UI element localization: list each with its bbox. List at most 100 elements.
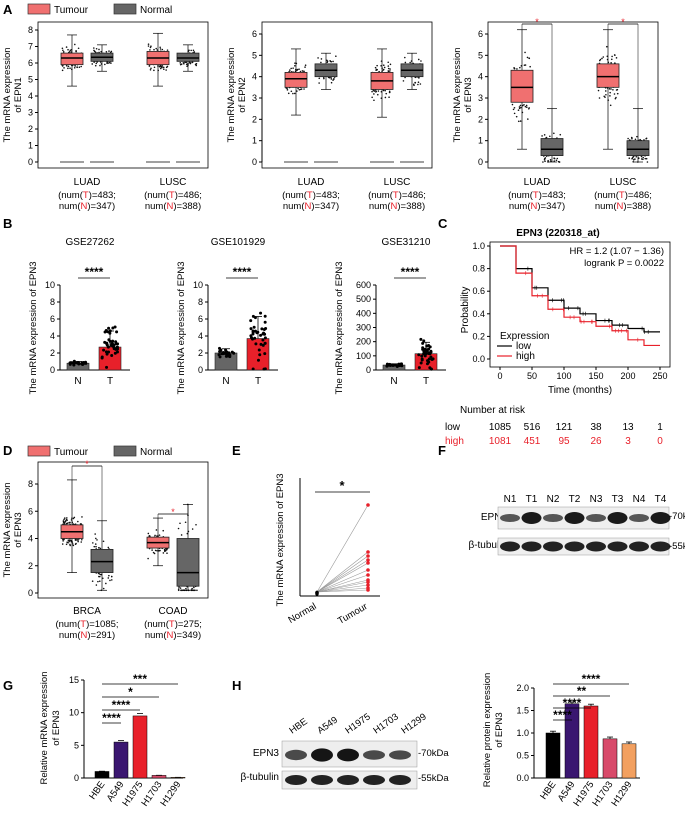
km-curve-low (500, 245, 660, 333)
plot-a3-tumour-jitter-point (526, 56, 529, 59)
x-category-label: BRCA (73, 606, 101, 617)
plot-a1-y-tick-label: 5 (28, 75, 33, 85)
plot-b1-point (113, 325, 117, 329)
plot-a1-tumour-jitter-point (162, 66, 165, 69)
plot-a1-normal-jitter-point (179, 63, 182, 66)
x-category-label: H1299 (609, 779, 634, 808)
plot-d-normal-jitter-point (95, 584, 98, 586)
plot-a1-normal-jitter-point (185, 61, 188, 64)
plot-a3-normal-jitter-point (645, 157, 648, 160)
significance-label: ** (577, 684, 587, 698)
plot-b1-y-tick-label: 4 (50, 331, 55, 341)
plot-a3-tumour-jitter-point (614, 62, 616, 64)
risk-value: 451 (524, 436, 541, 447)
plot-b2-point (261, 332, 265, 336)
plot-b2-point (254, 342, 258, 346)
plot-a2-tumour-jitter-point (290, 90, 293, 93)
plot-a3-y-tick-label: 3 (478, 93, 483, 103)
plot-a2-tumour-jitter-point (304, 66, 306, 68)
plot-a1-tumour-jitter-point (67, 48, 69, 51)
plot-h-y-tick-label: 0.0 (516, 773, 529, 783)
plot-a2-tumour-jitter-point (380, 64, 382, 67)
significance-star: * (621, 17, 625, 27)
paired-line (316, 504, 369, 593)
plot-d-normal-jitter-point (94, 543, 97, 545)
plot-b1-y-tick-label: 0 (50, 365, 55, 375)
plot-d-normal-jitter-point (110, 575, 113, 578)
plot-a3-tumour-jitter-point (604, 90, 607, 92)
plot-a1-normal-jitter-point (192, 49, 195, 52)
plot-a3-normal-jitter-point (557, 160, 560, 163)
risk-row-name: low (445, 422, 461, 433)
plot-b2-y-tick-label: 0 (198, 365, 203, 375)
plot-b1-point (107, 326, 111, 330)
plot-d-tumour-jitter-point (63, 521, 66, 523)
plot-b2-point (263, 341, 267, 345)
blot-band-tubulin (607, 541, 628, 552)
risk-value: 0 (657, 436, 663, 447)
sample-size-part: )=1085; (86, 619, 119, 630)
significance-label: **** (112, 698, 131, 712)
plot-a1-normal-jitter-point (110, 50, 113, 53)
plot-d-normal-jitter-point (177, 527, 180, 530)
plot-a1-normal-jitter-point (186, 65, 188, 68)
plot-d-normal-jitter-point (102, 540, 105, 543)
x-category-label: COAD (159, 606, 188, 617)
plot-a2-normal-jitter-point (404, 56, 406, 59)
sample-size-part: (num( (144, 190, 170, 201)
plot-a3-tumour-jitter-point (616, 92, 619, 95)
plot-d-normal-jitter-point (178, 586, 180, 588)
plot-b2-y-tick-label: 6 (198, 314, 203, 324)
plot-a1-tumour-jitter-point (153, 66, 156, 69)
x-category-label: T (107, 376, 113, 387)
plot-d-y-tick-label: 6 (28, 506, 33, 516)
plot-a1-normal-jitter-point (184, 61, 186, 64)
plot-b1-point (68, 362, 72, 366)
plot-d-tumour-jitter-point (81, 516, 83, 518)
plot-a1-normal-jitter-point (108, 61, 111, 64)
plot-a1-normal-jitter-point (107, 62, 110, 64)
plot-a2-y-tick-label: 6 (252, 29, 257, 39)
plot-a2-y-tick-label: 4 (252, 72, 257, 82)
plot-a2-y-tick-label: 1 (252, 136, 257, 146)
plot-b3-point (423, 354, 427, 358)
plot-h-y-tick-label: 1.5 (516, 706, 529, 716)
plot-b3-y-tick-label: 600 (356, 280, 371, 290)
plot-a1-tumour-jitter-point (78, 66, 81, 69)
plot-a1-tumour-jitter-point (149, 49, 151, 51)
plot-a3-normal-jitter-point (640, 158, 643, 160)
plot-a2-normal-jitter-point (326, 61, 329, 64)
plot-a3-tumour-jitter-point (519, 120, 522, 122)
plot-b1-point (105, 365, 109, 369)
sample-size-part: N (531, 201, 538, 212)
plot-a3-normal-jitter-point (644, 157, 647, 160)
plot-d-tumour-jitter-point (62, 540, 64, 542)
significance-star: * (535, 17, 539, 27)
plot-a1-tumour-jitter-point (67, 67, 69, 70)
plot-b3-point (419, 361, 423, 365)
panel-label: G (3, 678, 13, 693)
sample-size-label: (num(T)=483; num(N)=347) (58, 190, 116, 212)
plot-a1-normal-jitter-point (193, 51, 196, 53)
km-ylabel: Probability (460, 287, 471, 334)
lane-label: HBE (287, 716, 309, 736)
plot-g-ylabel: of EPN3 (51, 710, 62, 745)
plot-a2-normal-jitter-point (332, 60, 334, 63)
panel-label: F (438, 443, 446, 458)
plot-d-tumour-jitter-point (66, 517, 68, 519)
plot-d-tumour-jitter-point (77, 540, 79, 543)
plot-a3-tumour-jitter-point (512, 108, 515, 111)
plot-a2-y-tick-label: 0 (252, 157, 257, 167)
plot-a1-tumour-jitter-point (159, 67, 162, 70)
plot-a2-normal-jitter-point (420, 60, 422, 62)
plot-a3-tumour-jitter-point (520, 106, 522, 109)
plot-a3-tumour-jitter-point (610, 58, 613, 61)
sample-size-part: N (81, 201, 88, 212)
sample-size-part: )=291) (87, 630, 115, 641)
plot-a3-tumour-jitter-point (612, 88, 614, 91)
paired-line (316, 555, 369, 593)
km-legend-low: low (516, 341, 532, 352)
blot-band-epn3 (500, 514, 520, 522)
plot-a3-tumour-jitter-point (513, 107, 516, 109)
